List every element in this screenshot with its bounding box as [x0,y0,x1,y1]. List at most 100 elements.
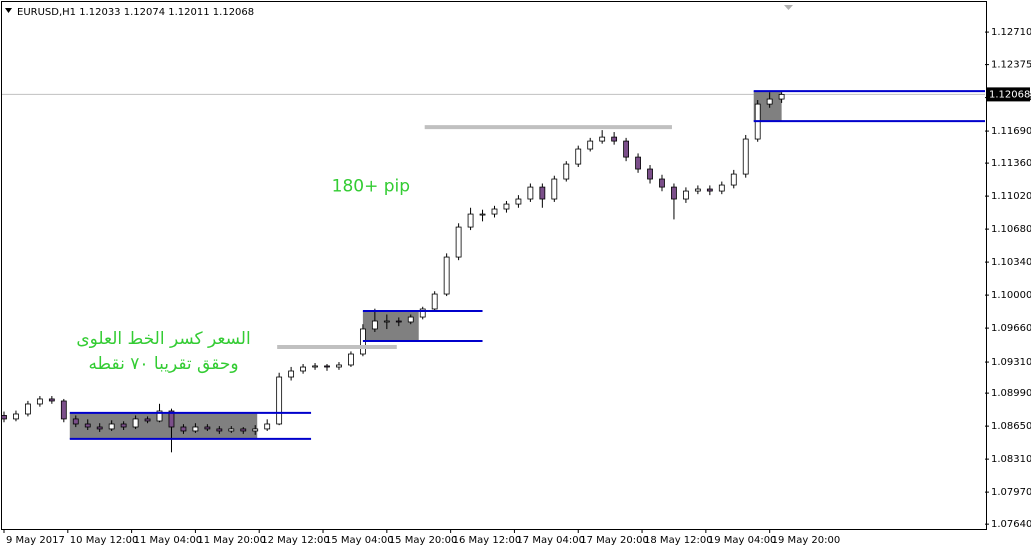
candle-body [204,426,211,430]
x-tick-label: 15 May 04:00 [325,535,394,546]
y-tick-label: 1.09660 [991,323,1031,334]
candle-body [766,98,773,105]
candle-body [611,136,618,142]
y-tick-label: 1.08650 [991,421,1031,432]
candle-body [156,410,163,422]
candle-body [647,168,653,180]
candle-body [132,418,139,428]
x-tick-label: 12 May 12:00 [261,535,330,546]
candle-body [455,226,462,258]
candle-body [563,163,570,180]
candle-body [742,138,749,175]
plot-frame [1,1,987,530]
candle-body [120,423,127,428]
candle-body [216,428,223,432]
y-tick-label: 1.08310 [991,454,1031,465]
zone [69,412,258,439]
annotation: وحقق تقريبا ٧٠ نقطه [88,354,238,374]
candle-body [192,426,199,432]
candle-body [778,93,785,100]
x-tick-label: 11 May 20:00 [197,535,266,546]
candle-body [659,178,665,188]
y-tick-label: 1.11360 [991,158,1031,169]
candle-body [336,364,342,368]
candle-body [264,423,271,430]
candle-body [72,418,79,425]
x-tick-label: 17 May 04:00 [516,535,585,546]
candle-body [288,370,295,378]
y-tick-label: 1.12375 [991,60,1031,71]
candle-body [503,203,510,210]
y-tick-label: 1.10680 [991,224,1031,235]
candle-body [491,208,498,215]
chart-header: EURUSD,H1 1.12033 1.12074 1.12011 1.1206… [17,7,254,18]
candle-body [635,156,641,170]
x-tick-label: 16 May 12:00 [453,535,522,546]
y-tick-label: 1.10000 [991,290,1031,301]
candle-body [623,140,629,158]
shift-marker [784,5,793,10]
candle-body [48,398,55,402]
candle-body [228,428,235,432]
candle-body [575,148,582,165]
candle-body [718,184,725,192]
candle-body [300,366,306,372]
candle-body [683,190,689,200]
candle-body [443,256,450,295]
candle-body [515,198,522,205]
candle-body [479,213,486,216]
candle-body [144,418,151,422]
candle-body [25,403,31,415]
candle-body [13,413,19,420]
candle-body [706,188,713,192]
candle-body [694,188,701,192]
annotation: السعر كسر الخط العلوى [76,329,250,349]
candle-body [168,410,175,428]
candle-body [587,140,594,150]
candle-body [240,428,247,432]
candle-body [407,316,414,323]
x-tick-label: 11 May 04:00 [134,535,203,546]
candle-body [312,365,318,368]
candle-body [671,186,677,200]
candle-body [383,320,390,323]
candle-body [348,353,354,366]
candle-body [36,398,43,405]
x-tick-label: 19 May 04:00 [708,535,777,546]
x-tick-label: 9 May 2017 [6,535,65,546]
candle-body [252,428,259,432]
y-tick-label: 1.07970 [991,487,1031,498]
x-tick-label: 10 May 12:00 [70,535,139,546]
candle-body [395,320,402,323]
candle-body [1,415,7,420]
candle-body [419,308,426,318]
candle-body [730,173,737,186]
candle-body [371,320,378,330]
price-label: 1.12068 [989,89,1030,100]
candle-body [324,365,330,368]
annotation: 180+ pip [332,176,410,196]
candle-body [599,136,606,142]
candle-body [467,213,474,228]
candle-body [180,426,187,432]
x-tick-label: 18 May 12:00 [644,535,713,546]
y-tick-label: 1.07640 [991,519,1031,530]
x-tick-label: 15 May 20:00 [389,535,458,546]
y-tick-label: 1.12710 [991,27,1031,38]
candle-body [108,423,115,430]
y-tick-label: 1.09310 [991,357,1031,368]
candle-body [527,186,534,200]
candle-body [60,400,67,420]
candle-body [431,293,438,310]
y-tick-label: 1.10340 [991,257,1031,268]
price-label-box [986,87,1030,102]
candle-body [539,186,546,200]
x-tick-label: 19 May 20:00 [772,535,841,546]
candle-body [96,426,103,430]
x-tick-label: 17 May 20:00 [580,535,649,546]
candle-body [84,423,91,428]
candle-body [551,178,558,200]
y-tick-label: 1.11020 [991,191,1031,202]
y-tick-label: 1.08990 [991,388,1031,399]
